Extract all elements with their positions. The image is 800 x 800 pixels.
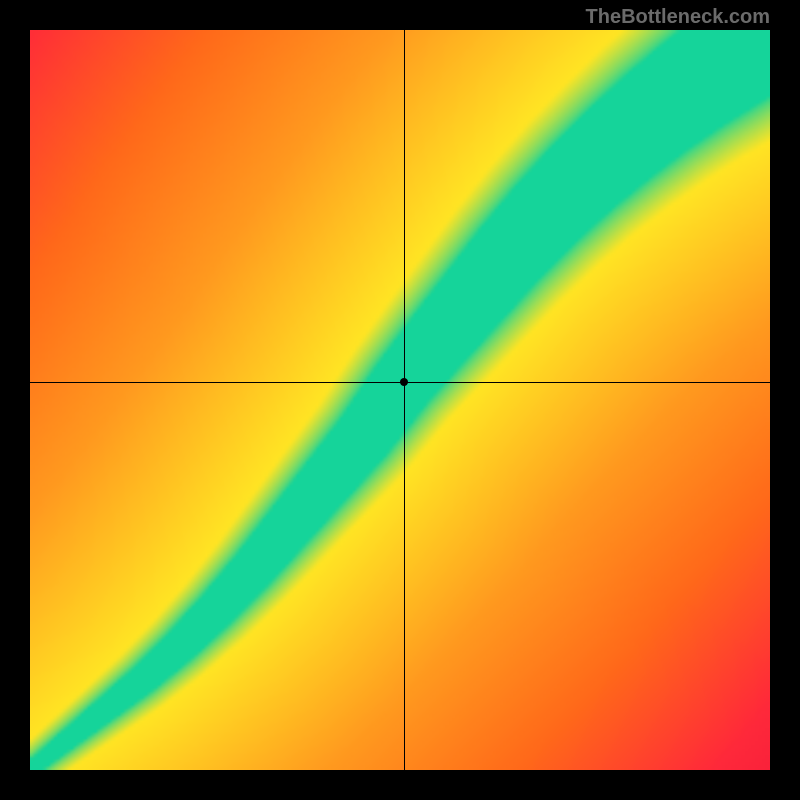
crosshair-vertical	[404, 30, 405, 770]
crosshair-marker	[400, 378, 408, 386]
heatmap-canvas	[30, 30, 770, 770]
heatmap-plot	[30, 30, 770, 770]
watermark-text: TheBottleneck.com	[586, 6, 770, 29]
